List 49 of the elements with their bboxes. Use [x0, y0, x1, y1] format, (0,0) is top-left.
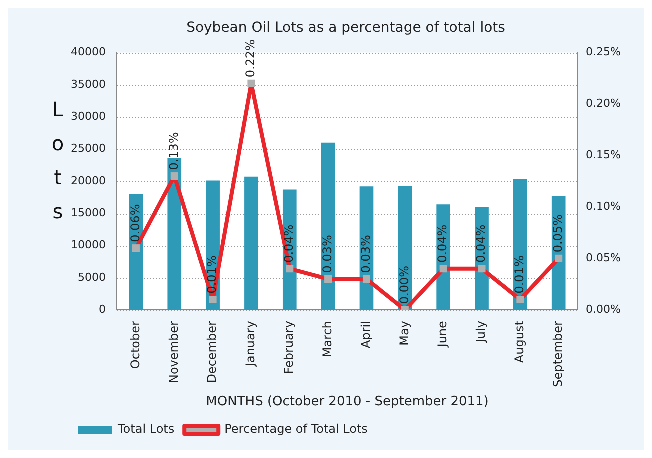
chart-title: Soybean Oil Lots as a percentage of total lots — [186, 20, 506, 36]
x-tick-label: July — [474, 321, 488, 344]
x-tick-label: November — [166, 321, 181, 384]
legend-label: Total Lots — [117, 422, 175, 436]
x-tick-label: March — [320, 321, 334, 358]
y2-tick-label: 0.25% — [586, 46, 622, 59]
y-axis-title: Lots — [52, 98, 64, 224]
data-label: 0.22% — [244, 40, 258, 78]
data-label: 0.04% — [282, 224, 296, 263]
x-tick-label: October — [128, 321, 142, 370]
y-tick-label: 25000 — [70, 142, 106, 156]
bar — [398, 186, 412, 310]
x-tick-label: September — [550, 321, 565, 388]
y-tick-label: 0 — [98, 302, 106, 316]
y2-tick-label: 0.00% — [586, 302, 622, 316]
x-axis-title: MONTHS (October 2010 - September 2011) — [206, 394, 489, 410]
bar — [514, 180, 528, 310]
y2-tick-label: 0.05% — [586, 251, 622, 264]
y-tick-label: 10000 — [70, 238, 106, 252]
y-tick-label: 30000 — [70, 110, 106, 123]
x-tick-label: January — [244, 321, 258, 368]
bar — [244, 176, 258, 310]
y-tick-label: 35000 — [70, 78, 106, 91]
x-tick-label: May — [397, 321, 412, 346]
x-tick-label: August — [512, 320, 527, 364]
data-label: 0.13% — [166, 132, 181, 170]
bar — [552, 196, 566, 310]
y2-tick-label: 0.15% — [586, 148, 622, 162]
y-tick-label: 40000 — [70, 46, 106, 59]
data-label: 0.00% — [397, 266, 412, 304]
legend-label: Percentage of Total Lots — [224, 422, 368, 436]
data-label: 0.03% — [320, 235, 334, 274]
y2-tick-label: 0.10% — [586, 200, 622, 214]
y-tick-label: 20000 — [70, 174, 106, 188]
x-tick-label: April — [358, 321, 373, 349]
x-tick-label: June — [436, 321, 450, 348]
data-label: 0.03% — [358, 235, 373, 274]
y2-tick-label: 0.20% — [586, 97, 622, 110]
y-tick-label: 15000 — [70, 206, 106, 220]
data-label: 0.01% — [205, 256, 220, 294]
x-tick-label: February — [282, 321, 296, 374]
data-label: 0.04% — [436, 224, 450, 263]
data-label: 0.05% — [550, 214, 565, 253]
bar — [321, 142, 336, 310]
data-label: 0.01% — [512, 256, 527, 294]
x-tick-label: December — [205, 321, 220, 384]
data-label: 0.04% — [474, 224, 488, 263]
data-label: 0.06% — [128, 204, 142, 242]
y-tick-label: 5000 — [78, 270, 106, 284]
